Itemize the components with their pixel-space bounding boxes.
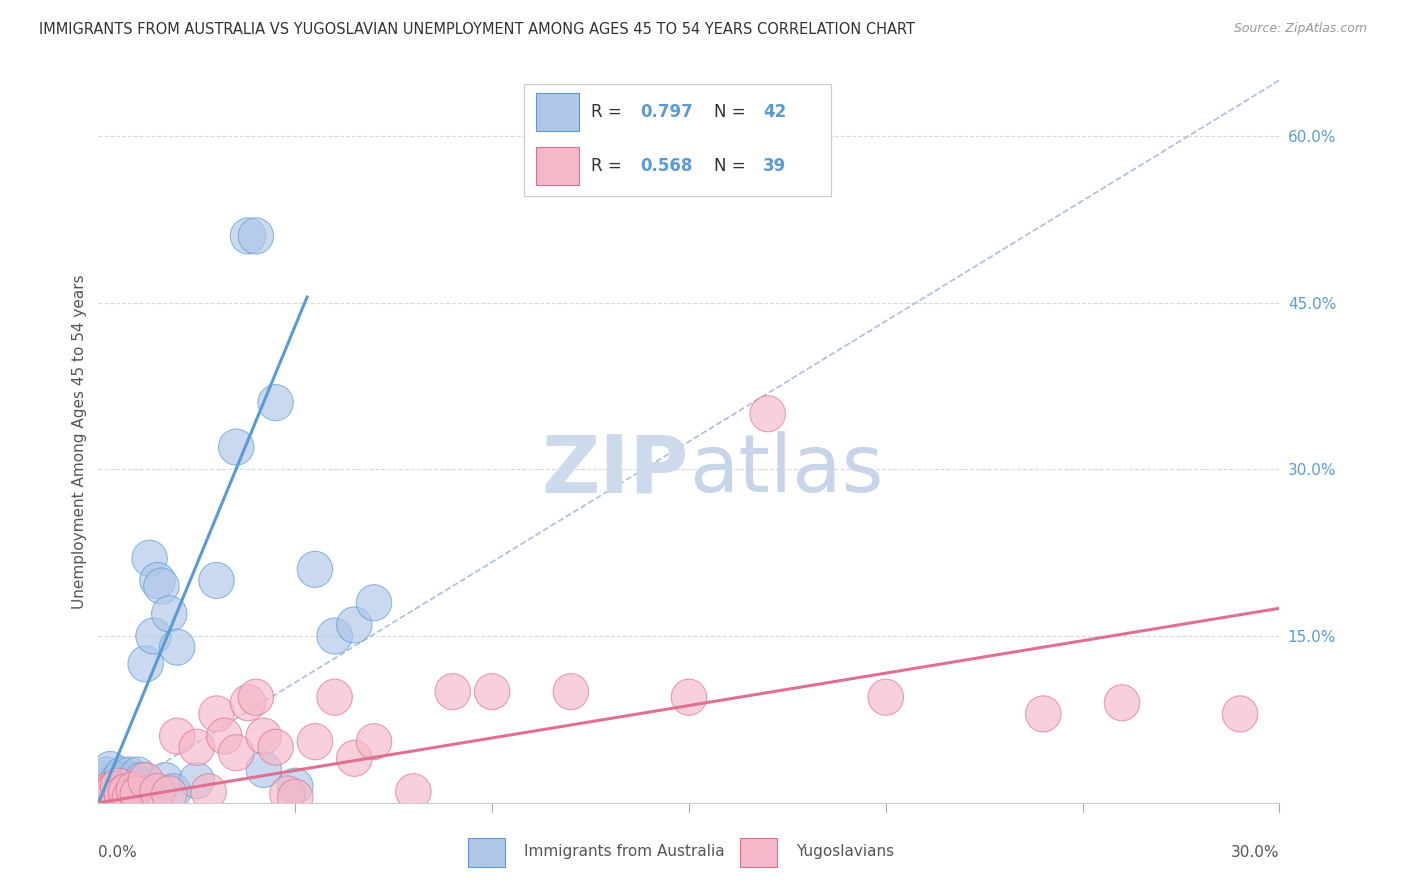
Text: Yugoslavians: Yugoslavians (796, 845, 894, 859)
Ellipse shape (132, 541, 167, 576)
Ellipse shape (84, 763, 120, 798)
Text: atlas: atlas (689, 432, 883, 509)
Ellipse shape (120, 757, 156, 793)
Ellipse shape (120, 768, 156, 805)
Ellipse shape (231, 218, 266, 254)
FancyBboxPatch shape (740, 838, 778, 867)
Ellipse shape (112, 768, 148, 805)
Ellipse shape (93, 776, 128, 812)
Ellipse shape (297, 723, 333, 760)
Ellipse shape (198, 563, 235, 599)
Ellipse shape (434, 673, 471, 710)
Ellipse shape (336, 740, 373, 776)
Ellipse shape (143, 568, 179, 604)
Ellipse shape (100, 773, 136, 810)
Ellipse shape (128, 763, 163, 798)
Ellipse shape (97, 772, 132, 807)
Ellipse shape (356, 723, 392, 760)
Ellipse shape (179, 763, 215, 798)
Ellipse shape (136, 618, 172, 654)
Ellipse shape (191, 773, 226, 810)
Ellipse shape (152, 776, 187, 812)
Ellipse shape (104, 776, 139, 812)
Ellipse shape (148, 763, 183, 798)
Ellipse shape (238, 679, 274, 715)
Ellipse shape (108, 776, 143, 812)
Ellipse shape (112, 780, 148, 815)
Ellipse shape (257, 384, 294, 421)
Ellipse shape (671, 679, 707, 715)
Ellipse shape (207, 718, 242, 754)
Ellipse shape (84, 773, 120, 810)
Ellipse shape (316, 618, 353, 654)
Ellipse shape (93, 751, 128, 788)
Ellipse shape (179, 729, 215, 765)
Ellipse shape (395, 773, 432, 810)
Ellipse shape (112, 757, 148, 793)
Ellipse shape (297, 551, 333, 588)
Ellipse shape (270, 776, 305, 812)
Ellipse shape (1104, 685, 1140, 721)
Ellipse shape (159, 629, 195, 665)
Ellipse shape (1025, 696, 1062, 732)
Ellipse shape (356, 584, 392, 621)
Ellipse shape (89, 757, 124, 793)
Ellipse shape (100, 768, 136, 805)
Ellipse shape (139, 563, 176, 599)
Ellipse shape (231, 685, 266, 721)
Ellipse shape (128, 646, 163, 681)
Ellipse shape (159, 718, 195, 754)
Ellipse shape (104, 757, 139, 793)
Ellipse shape (218, 429, 254, 465)
Ellipse shape (257, 729, 294, 765)
Ellipse shape (120, 776, 156, 812)
Ellipse shape (336, 607, 373, 643)
Ellipse shape (152, 596, 187, 632)
Ellipse shape (277, 768, 314, 805)
Ellipse shape (117, 772, 152, 807)
Ellipse shape (97, 768, 132, 805)
Ellipse shape (198, 696, 235, 732)
Ellipse shape (117, 763, 152, 798)
Ellipse shape (218, 735, 254, 771)
Ellipse shape (156, 773, 191, 810)
Ellipse shape (93, 773, 128, 810)
Ellipse shape (89, 773, 124, 810)
Ellipse shape (139, 773, 176, 810)
Ellipse shape (277, 780, 314, 815)
Ellipse shape (1222, 696, 1258, 732)
Ellipse shape (104, 768, 139, 805)
Ellipse shape (749, 396, 786, 432)
Ellipse shape (108, 773, 143, 810)
Ellipse shape (316, 679, 353, 715)
Ellipse shape (100, 763, 136, 798)
Text: Immigrants from Australia: Immigrants from Australia (523, 845, 724, 859)
Ellipse shape (97, 776, 132, 812)
Ellipse shape (246, 718, 281, 754)
FancyBboxPatch shape (468, 838, 505, 867)
Ellipse shape (868, 679, 904, 715)
Ellipse shape (108, 763, 143, 798)
Ellipse shape (246, 751, 281, 788)
Text: ZIP: ZIP (541, 432, 689, 509)
Ellipse shape (553, 673, 589, 710)
Ellipse shape (124, 763, 159, 798)
Ellipse shape (89, 768, 124, 805)
Ellipse shape (117, 773, 152, 810)
Text: 0.0%: 0.0% (98, 845, 138, 860)
Text: Source: ZipAtlas.com: Source: ZipAtlas.com (1233, 22, 1367, 36)
Ellipse shape (84, 780, 120, 815)
Ellipse shape (238, 218, 274, 254)
Ellipse shape (474, 673, 510, 710)
Text: IMMIGRANTS FROM AUSTRALIA VS YUGOSLAVIAN UNEMPLOYMENT AMONG AGES 45 TO 54 YEARS : IMMIGRANTS FROM AUSTRALIA VS YUGOSLAVIAN… (39, 22, 915, 37)
Text: 30.0%: 30.0% (1232, 845, 1279, 860)
Y-axis label: Unemployment Among Ages 45 to 54 years: Unemployment Among Ages 45 to 54 years (72, 274, 87, 609)
